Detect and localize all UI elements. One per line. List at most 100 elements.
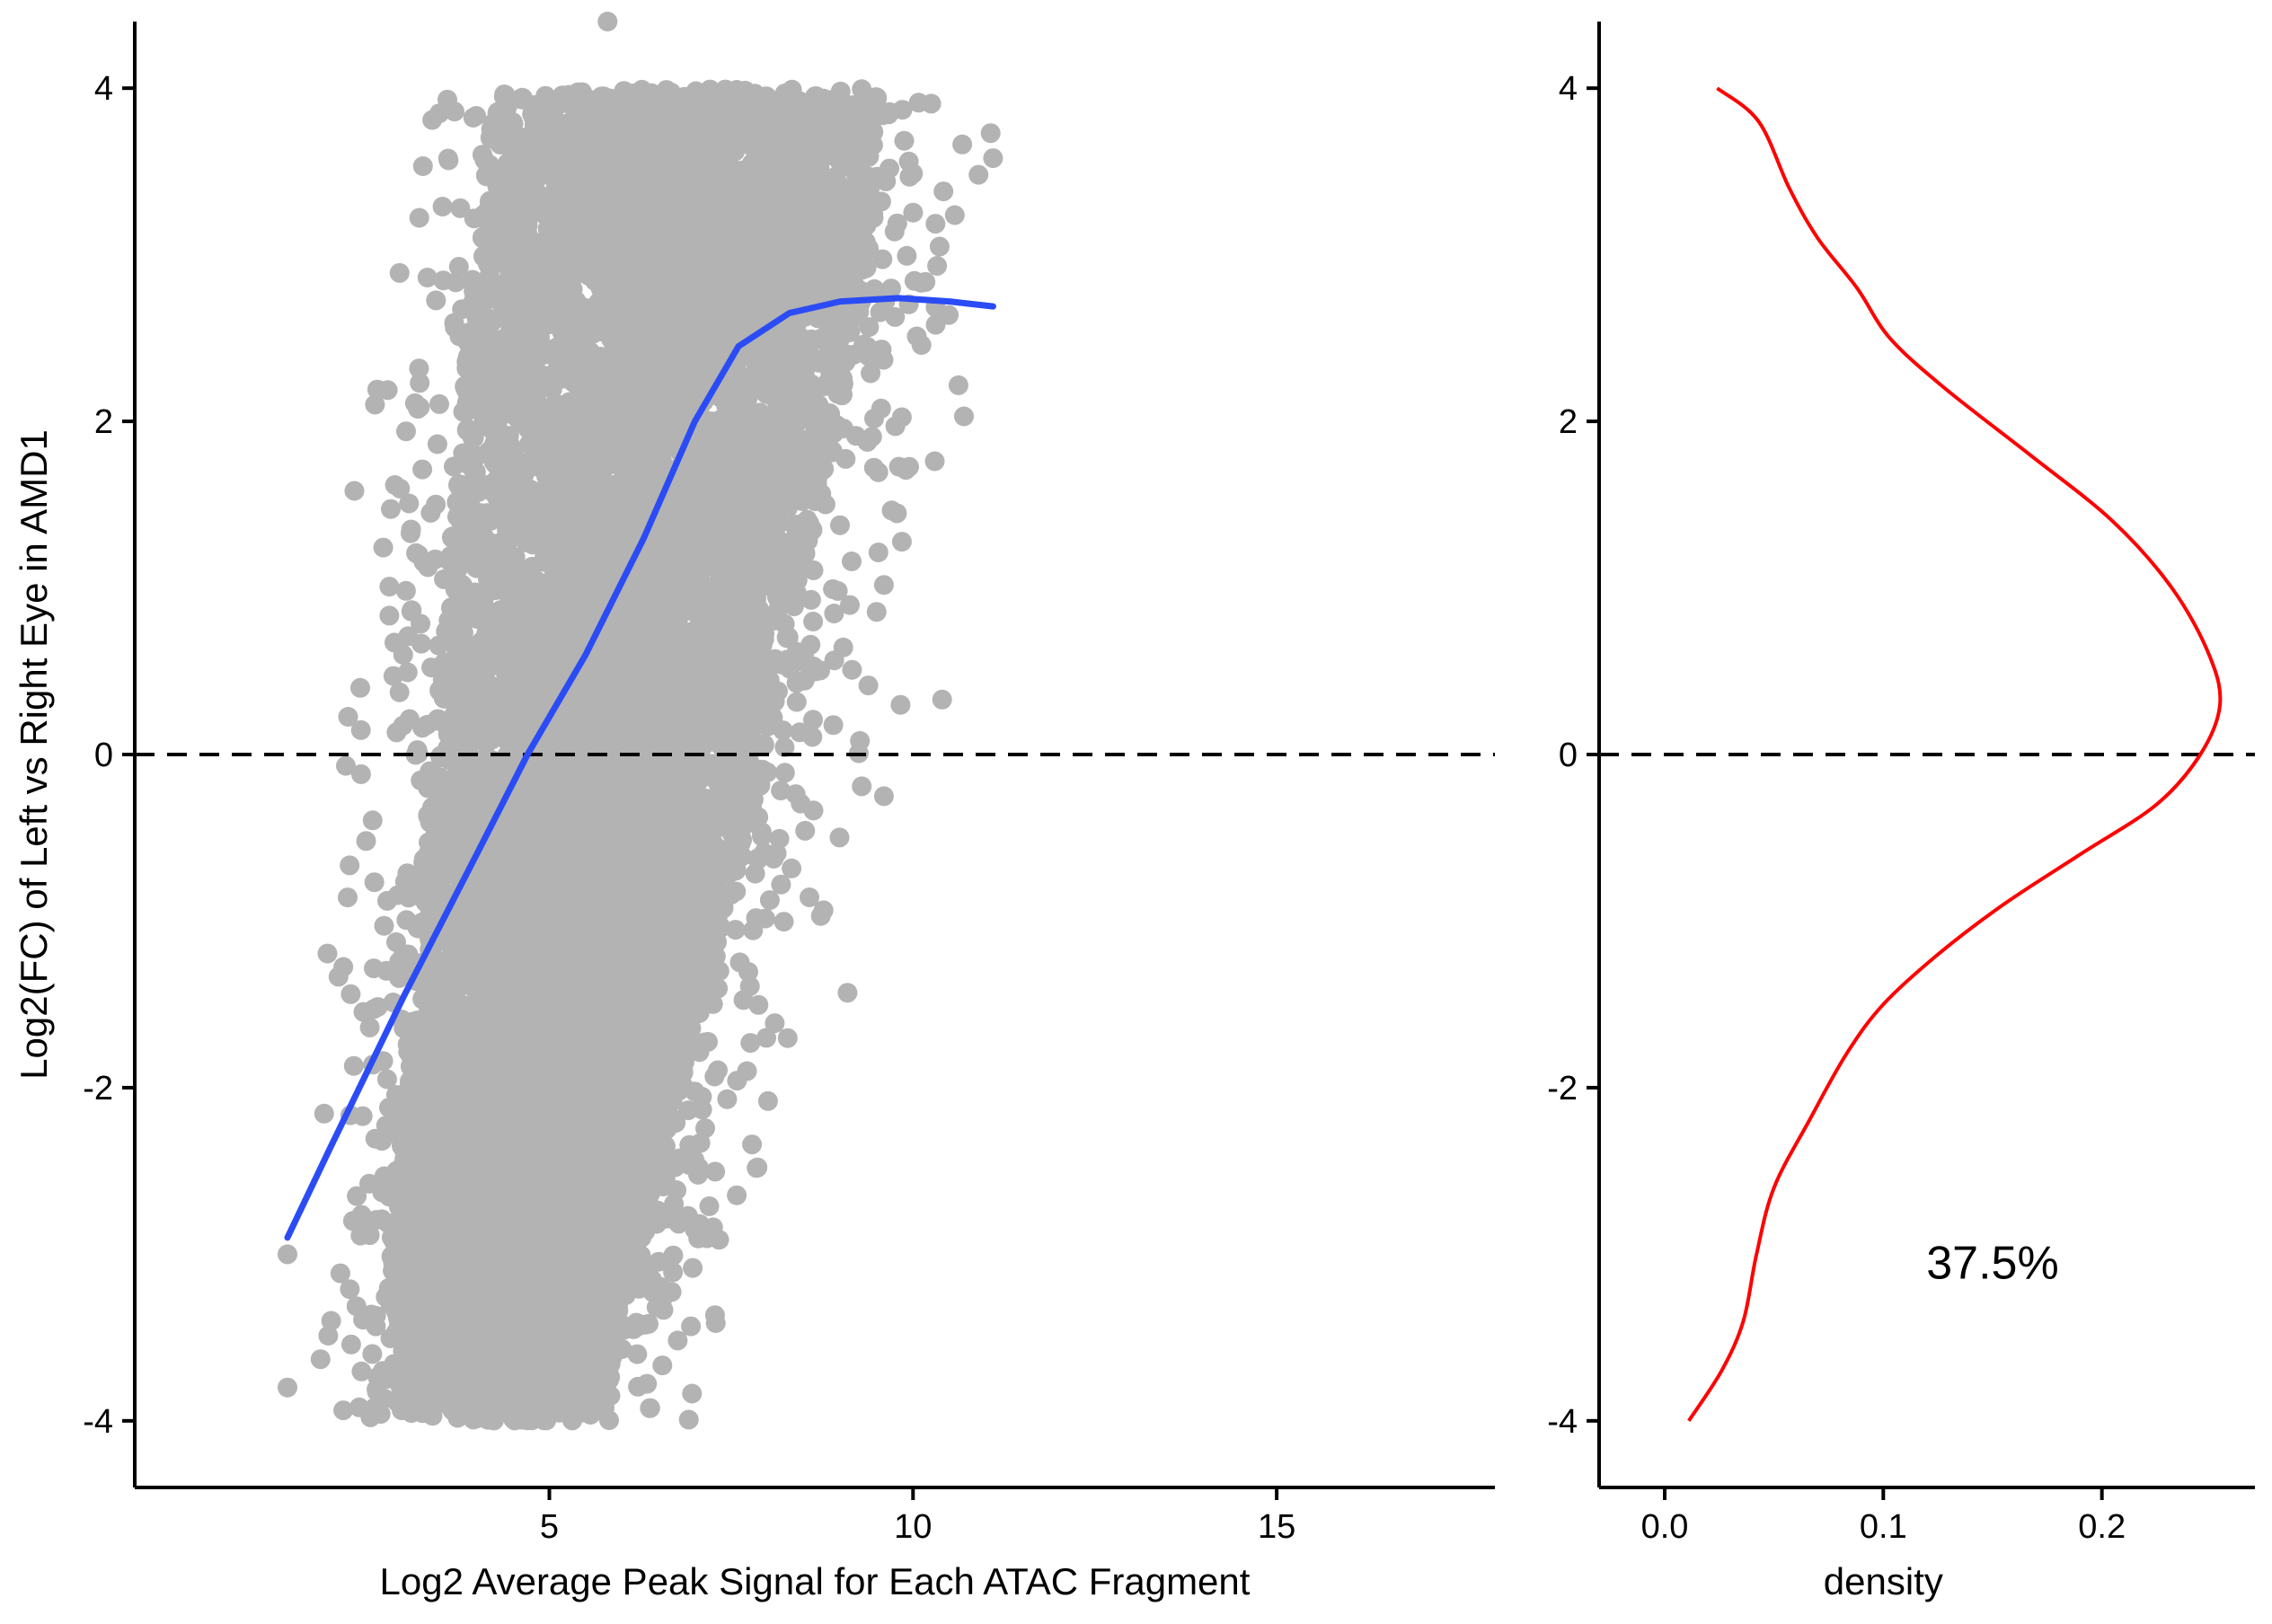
scatter-point [829,827,850,848]
scatter-point [743,920,764,940]
scatter-point [863,457,884,478]
scatter-point [833,637,853,658]
scatter-point [655,1208,676,1229]
scatter-point [704,1305,725,1326]
scatter-point [891,532,912,552]
scatter-point [409,207,429,228]
scatter-point [409,358,429,379]
scatter-point [679,1134,700,1155]
scatter-point [705,1161,726,1182]
scatter-point [351,1361,372,1381]
scatter-point [412,459,433,480]
scatter-point [689,1224,710,1245]
scatter-point [695,1118,715,1139]
scatter-point [888,456,909,477]
scatter-point [725,920,746,940]
scatter-point [364,999,385,1019]
scatter-point [748,994,769,1015]
scatter-point [377,890,397,911]
scatter-point [803,710,823,730]
scatter-point [678,1100,699,1121]
scatter-point [925,214,946,234]
scatter-point [933,181,954,202]
scatter-point [842,552,862,571]
scatter-point [774,912,794,932]
scatter-point [894,130,915,151]
scatter-point [885,416,906,437]
scatter-point [652,1355,673,1376]
scatter-point [426,290,446,311]
scatter-point [908,93,929,113]
scatter-point [742,1134,763,1155]
scatter-point [367,1381,387,1402]
scatter-point [338,887,358,908]
scatter-point [898,151,919,172]
scatter-point [399,493,420,514]
scatter-point [759,890,780,911]
scatter-point [830,515,850,535]
scatter-point [800,887,819,907]
scatter-point [952,134,973,154]
scatter-point [752,826,772,847]
scatter-point [890,694,911,715]
scatter-point [343,1055,364,1076]
scatter-point [708,1060,728,1081]
scatter-point [627,1344,648,1364]
scatter-point [432,197,453,216]
scatter-point [340,855,360,876]
scatter-point [448,257,469,277]
scatter-point [338,707,358,727]
scatter-point [803,612,824,631]
scatter-point [857,337,878,357]
scatter-point [850,730,871,751]
scatter-point [790,722,810,743]
scatter-point [340,1279,360,1300]
scatter-point [379,577,400,597]
scatter-point [795,820,816,841]
scatter-point [359,1017,380,1037]
scatter-point [897,245,917,266]
scatter-point [374,915,394,936]
scatter-point [717,1089,738,1109]
scatter-point [777,1028,798,1048]
scatter-point [395,580,416,601]
scatter-point [367,379,387,400]
scatter-point [771,874,791,895]
scatter-point [667,1330,688,1351]
scatter-point [646,1297,667,1318]
scatter-point [364,958,384,979]
scatter-point [373,537,393,558]
scatter-point [344,481,365,501]
scatter-point [794,670,815,691]
scatter-point [362,1344,383,1364]
scatter-point [438,150,459,171]
scatter-point [398,887,419,908]
scatter-point [640,1398,660,1418]
scatter-point [383,666,403,686]
scatter-point [346,1296,367,1317]
scatter-point [381,499,401,519]
scatter-point [871,398,891,419]
scatter-point [386,722,407,743]
scatter-point [924,451,945,472]
scatter-point [650,1276,671,1297]
scatter-point [401,519,421,540]
scatter-point [350,719,371,740]
scatter-point [887,213,907,234]
scatter-point [903,202,924,223]
scatter-point [347,1186,367,1206]
scatter-point [823,578,844,599]
scatter-point [774,763,795,783]
scatter-point [445,102,464,122]
scatter-point [314,1103,334,1124]
scatter-point [727,1185,747,1205]
scatter-point [803,800,824,821]
scatter-point [681,1316,702,1337]
scatter-point [389,682,410,702]
scatter-point [944,205,965,225]
scatter-point [362,810,383,831]
scatter-point [747,1157,768,1178]
scatter-point [427,434,447,455]
scatter-point [310,1349,331,1370]
